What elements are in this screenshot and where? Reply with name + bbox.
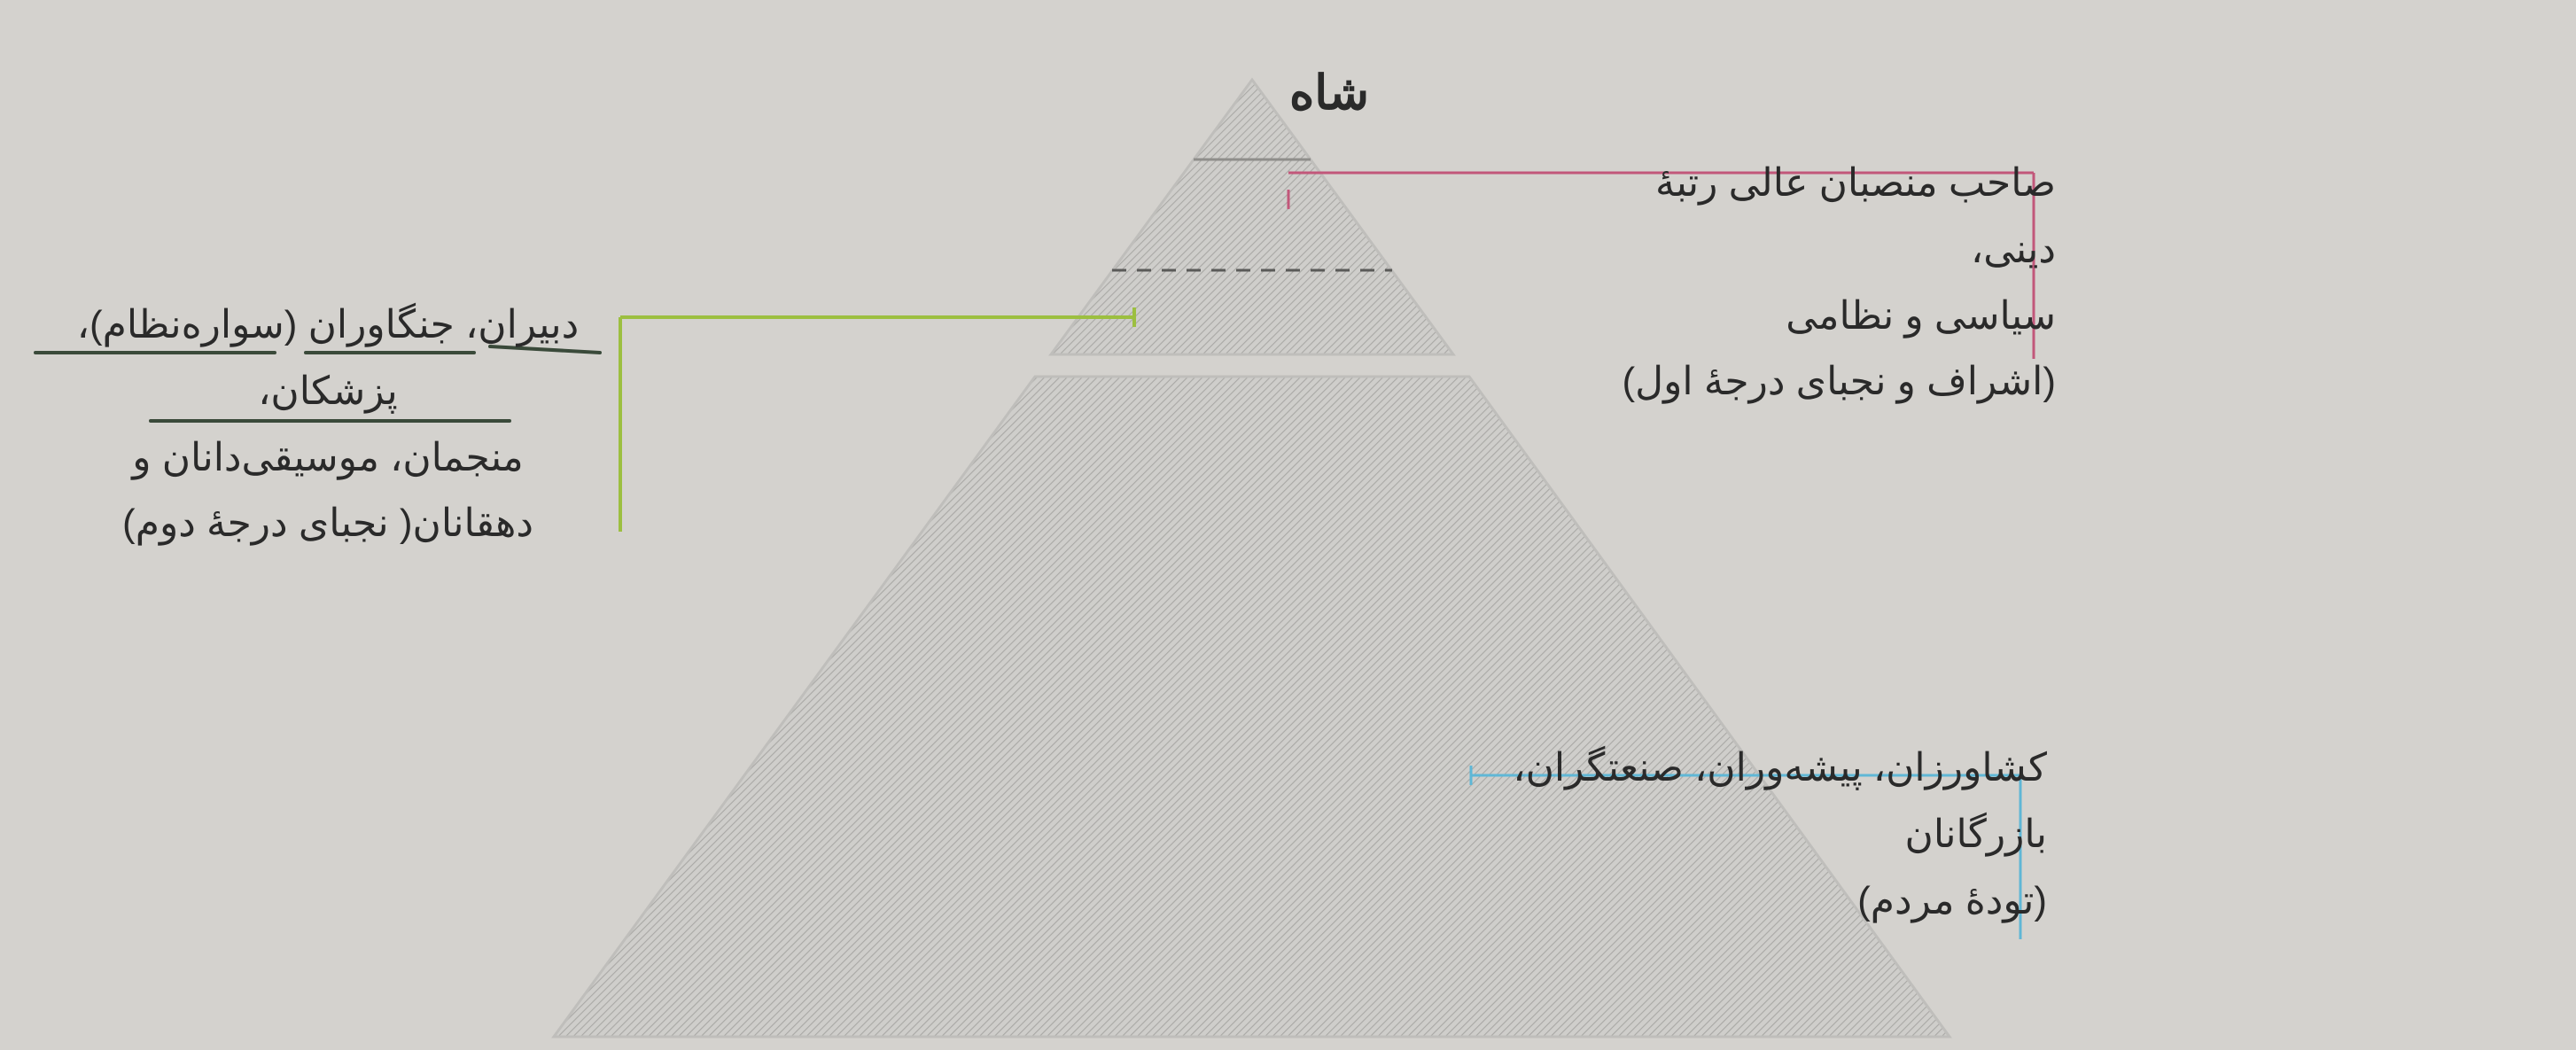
tier-1-line-1: صاحب منصبان عالی رتبهٔ دینی، [1560, 151, 2056, 284]
pyramid-upper [1051, 80, 1453, 354]
tier-2-line-1: دبیران، جنگاوران (سواره‌نظام)، پزشکان، [35, 292, 620, 425]
tier-1-label: صاحب منصبان عالی رتبهٔ دینی، سیاسی و نظا… [1560, 151, 2056, 416]
pyramid-lower [554, 377, 1950, 1037]
tier-2-label: دبیران، جنگاوران (سواره‌نظام)، پزشکان، م… [35, 292, 620, 557]
tier-1-line-3: (اشراف و نجبای درجهٔ اول) [1560, 349, 2056, 416]
tier-2-line-3: دهقانان( نجبای درجهٔ دوم) [35, 491, 620, 557]
apex-label: شاه [1289, 53, 1369, 135]
tier-2-line-2: منجمان، موسیقی‌دانان و [35, 425, 620, 492]
tier-3-line-1: کشاورزان، پیشه‌وران، صنعتگران، بازرگانان [1409, 735, 2047, 868]
hierarchy-diagram: شاه صاحب منصبان عالی رتبهٔ دینی، سیاسی و… [0, 0, 2576, 1050]
tier-1-line-2: سیاسی و نظامی [1560, 284, 2056, 350]
tier-3-line-2: (تودهٔ مردم) [1409, 868, 2047, 935]
tier-3-label: کشاورزان، پیشه‌وران، صنعتگران، بازرگانان… [1409, 735, 2047, 934]
